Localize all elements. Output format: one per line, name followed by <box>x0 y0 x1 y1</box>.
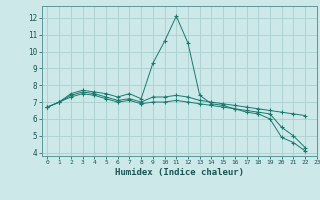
X-axis label: Humidex (Indice chaleur): Humidex (Indice chaleur) <box>115 168 244 177</box>
